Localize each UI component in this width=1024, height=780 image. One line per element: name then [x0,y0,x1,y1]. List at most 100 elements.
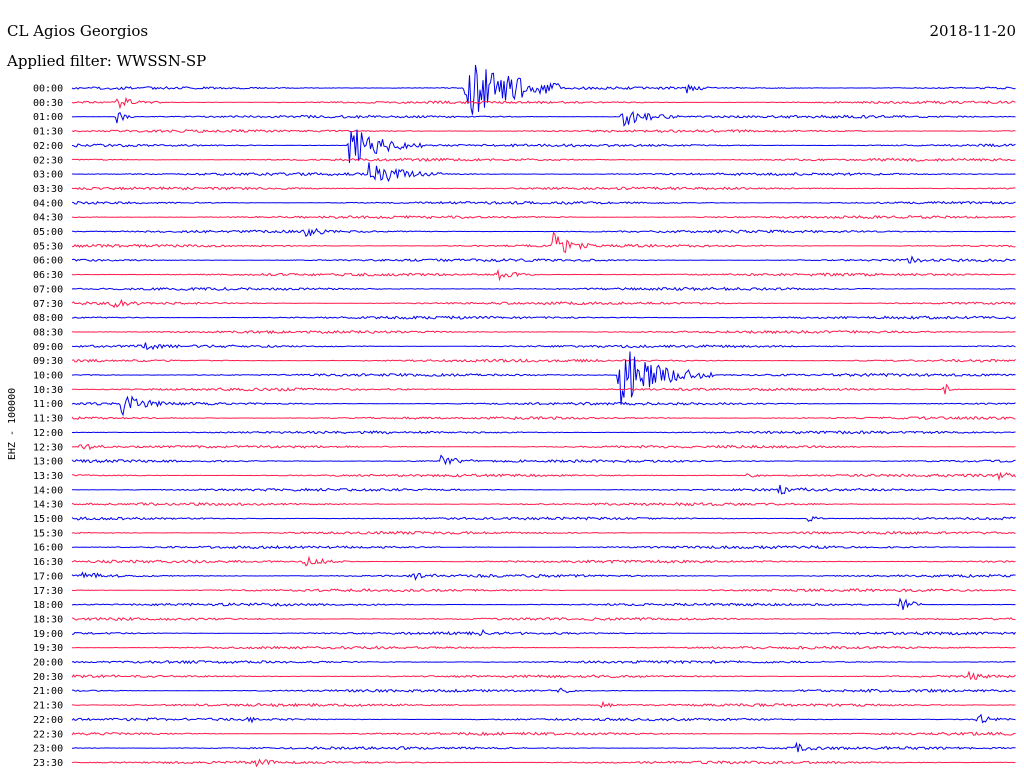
trace-line [72,342,1016,351]
trace-line [71,129,1016,163]
chart-date: 2018-11-20 [930,22,1016,40]
trace-line [72,162,1016,183]
row-label: 12:30 [33,442,63,453]
row-label: 16:00 [33,543,63,554]
trace-line [71,128,1016,134]
row-label: 17:30 [33,586,63,597]
trace-line [71,298,1016,309]
trace-line [71,255,1016,264]
row-label: 19:00 [33,629,63,640]
row-label: 01:00 [33,112,63,123]
row-label: 12:00 [33,428,63,439]
row-label: 15:30 [33,528,63,539]
row-label: 11:00 [33,399,63,410]
trace-line [71,268,1016,282]
row-label: 02:00 [33,141,63,152]
row-label: 08:00 [33,313,63,324]
trace-line [71,544,1016,550]
row-label: 01:30 [33,127,63,138]
row-label: 07:00 [33,284,63,295]
trace-line [71,731,1016,737]
row-label: 23:00 [33,744,63,755]
trace-line [71,358,1016,363]
trace-line [71,555,1016,567]
row-label: 19:30 [33,643,63,654]
row-label: 04:00 [33,198,63,209]
row-label: 10:30 [33,385,63,396]
trace-line [71,96,1016,110]
trace-line [72,741,1016,753]
row-label: 23:30 [33,758,63,769]
row-label: 21:30 [33,701,63,712]
trace-line [72,315,1016,320]
trace-line [71,416,1016,421]
trace-line [71,351,1016,405]
row-label: 04:30 [33,213,63,224]
row-label: 22:30 [33,729,63,740]
trace-line [71,671,1016,681]
trace-line [71,186,1016,191]
trace-line [71,454,1016,466]
row-label: 03:00 [33,170,63,181]
row-label: 17:00 [33,571,63,582]
row-label: 05:30 [33,241,63,252]
trace-line [72,231,1016,254]
trace-line [71,645,1016,650]
trace-line [71,713,1016,724]
row-label: 06:30 [33,270,63,281]
trace-line [71,329,1016,335]
trace-line [71,383,1016,395]
chart-subtitle: Applied filter: WWSSN-SP [6,52,206,70]
trace-line [72,700,1016,709]
trace-line [72,628,1016,637]
row-label: 08:30 [33,327,63,338]
row-label: 20:00 [33,658,63,669]
row-label: 03:30 [33,184,63,195]
chart-title: CL Agios Georgios [7,22,148,40]
row-label: 14:00 [33,485,63,496]
row-label: 13:30 [33,471,63,482]
trace-line [71,286,1016,292]
trace-line [71,501,1016,507]
trace-line [71,530,1016,535]
row-labels: 00:00 00:30 01:00 01:30 02:00 02:30 03:00 03:30… [33,84,63,769]
trace-line [71,443,1016,451]
row-label: 02:30 [33,155,63,166]
trace-line [71,616,1016,621]
row-label: 07:30 [33,299,63,310]
row-label: 20:30 [33,672,63,683]
row-label: 09:30 [33,356,63,367]
trace-line [71,430,1016,435]
trace-line [71,110,1016,127]
row-label: 11:30 [33,414,63,425]
trace-line [71,395,1016,417]
row-label: 14:30 [33,500,63,511]
trace-line [71,687,1016,694]
row-label: 05:00 [33,227,63,238]
trace-line [71,571,1016,581]
trace-line [71,471,1016,482]
row-label: 18:00 [33,600,63,611]
trace-line [71,588,1016,593]
row-label: 18:30 [33,614,63,625]
y-axis-label: EHZ - 100000 [7,388,18,460]
trace-line [71,597,1016,611]
row-label: 00:30 [33,98,63,109]
row-label: 21:00 [33,686,63,697]
row-label: 09:00 [33,342,63,353]
trace-line [71,515,1016,523]
row-label: 22:00 [33,715,63,726]
trace-line [71,157,1016,162]
trace-line [72,227,1016,238]
trace-line [71,64,1016,115]
trace-line [71,758,1016,768]
trace-line [71,215,1016,220]
trace-line [72,484,1016,495]
row-label: 00:00 [33,84,63,95]
seismic-traces [71,64,1016,768]
row-label: 15:00 [33,514,63,525]
row-label: 06:00 [33,256,63,267]
row-label: 16:30 [33,557,63,568]
trace-line [71,659,1016,665]
